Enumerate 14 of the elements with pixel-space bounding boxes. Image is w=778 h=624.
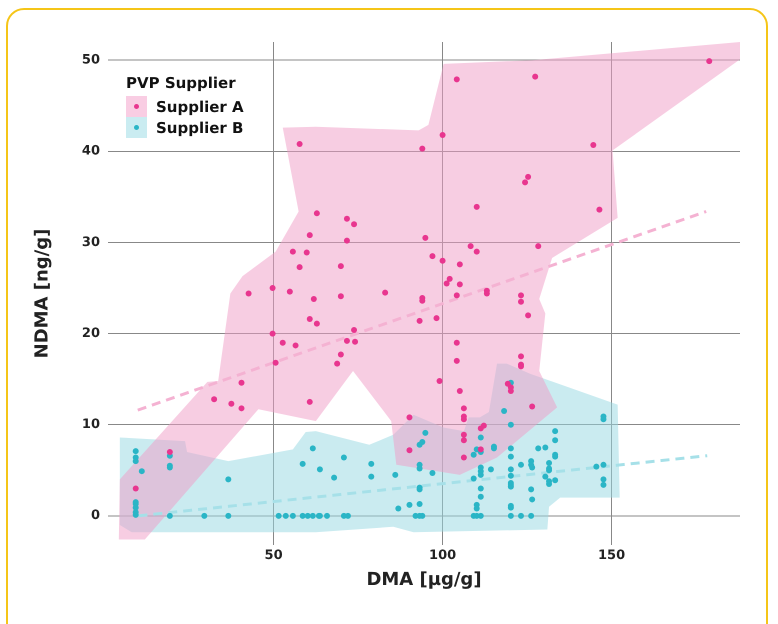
x-tick-label: 50	[264, 548, 283, 564]
x-axis-title: DMA [µg/g]	[366, 568, 482, 590]
legend-label: Supplier A	[156, 98, 244, 116]
y-tick-label: 20	[82, 326, 100, 341]
y-tick-label: 30	[82, 234, 100, 250]
y-tick-label: 10	[82, 417, 100, 432]
legend-title: PVP Supplier	[126, 74, 237, 92]
x-tick-label: 100	[429, 548, 456, 564]
y-tick-label: 50	[82, 52, 100, 68]
x-tick-label: 150	[598, 548, 626, 564]
y-axis-title: NDMA [ng/g]	[31, 228, 52, 358]
y-tick-label: 0	[90, 508, 100, 524]
y-tick-label: 40	[82, 144, 100, 159]
legend-label: Supplier B	[156, 118, 244, 136]
